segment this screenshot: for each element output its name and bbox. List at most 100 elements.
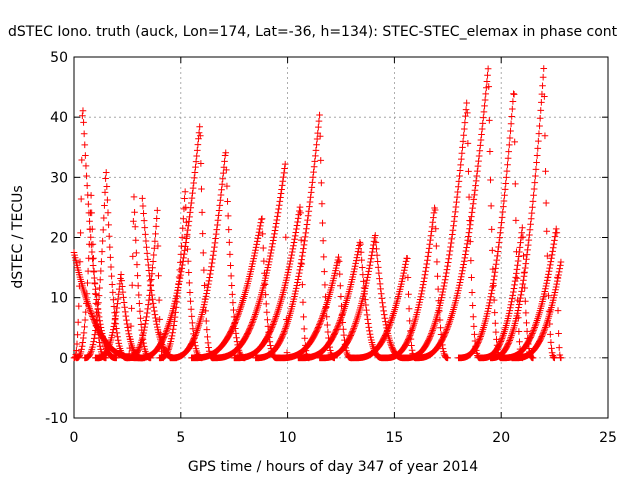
data-point <box>110 303 118 310</box>
data-point <box>96 276 104 284</box>
data-point <box>424 253 432 260</box>
data-point <box>515 301 523 308</box>
data-point <box>191 332 199 339</box>
data-point <box>541 325 549 333</box>
data-point <box>318 200 326 208</box>
data-point <box>274 213 281 220</box>
data-point <box>155 272 162 280</box>
data-point <box>230 306 237 314</box>
data-point <box>335 321 342 329</box>
data-point <box>280 173 287 181</box>
data-point <box>523 251 531 258</box>
data-point <box>528 209 536 217</box>
data-point <box>292 285 300 292</box>
data-point <box>365 324 373 331</box>
data-point <box>337 282 344 290</box>
data-point <box>148 270 156 278</box>
data-point <box>438 294 445 301</box>
data-point <box>487 202 495 210</box>
data-point <box>87 349 94 357</box>
data-point <box>208 259 216 267</box>
data-point <box>418 290 425 298</box>
data-point <box>420 278 428 285</box>
data-point <box>217 191 225 199</box>
data-point <box>456 281 463 289</box>
data-point <box>183 218 190 226</box>
data-point <box>152 314 159 322</box>
data-point <box>145 301 152 308</box>
data-point <box>463 240 471 248</box>
data-point <box>175 273 183 281</box>
data-point <box>320 253 328 261</box>
data-point <box>204 333 211 341</box>
data-point <box>73 340 81 348</box>
data-point <box>186 209 194 216</box>
data-point <box>520 252 527 260</box>
data-point <box>142 317 150 324</box>
data-point <box>506 134 514 142</box>
data-point <box>554 274 562 282</box>
data-point <box>430 209 438 217</box>
data-point <box>204 284 212 291</box>
data-point <box>318 179 325 187</box>
data-point <box>514 307 522 314</box>
data-point <box>192 330 200 338</box>
data-point <box>355 245 362 252</box>
data-point <box>467 217 475 225</box>
data-point <box>140 329 147 337</box>
data-point <box>294 215 302 222</box>
data-point <box>377 290 385 298</box>
data-point <box>379 303 387 311</box>
data-point <box>514 309 521 317</box>
data-point <box>492 328 500 336</box>
data-point <box>532 172 539 180</box>
data-point <box>460 257 468 265</box>
data-point <box>285 266 292 273</box>
data-point <box>89 341 97 348</box>
data-point <box>509 105 516 113</box>
data-point <box>539 82 546 90</box>
data-point <box>487 176 494 184</box>
data-point <box>224 198 231 205</box>
data-point <box>132 236 140 244</box>
data-point <box>523 319 530 327</box>
data-point <box>195 129 203 137</box>
data-point <box>296 266 304 274</box>
data-point <box>315 322 323 330</box>
data-point <box>202 317 210 325</box>
data-point <box>542 167 549 175</box>
data-point <box>467 257 475 264</box>
data-point <box>92 322 100 330</box>
x-tick-label: 15 <box>385 430 403 446</box>
data-point <box>135 345 143 353</box>
data-point <box>492 265 499 272</box>
data-point <box>428 330 435 337</box>
data-point <box>311 158 319 165</box>
data-point <box>252 244 260 251</box>
data-point <box>405 334 413 342</box>
x-tick-label: 25 <box>599 430 617 446</box>
data-point <box>234 313 241 320</box>
data-point <box>102 175 109 182</box>
data-point <box>88 248 96 256</box>
x-axis-label: GPS time / hours of day 347 of year 2014 <box>188 459 478 475</box>
data-point <box>423 260 431 268</box>
data-point <box>83 300 90 307</box>
data-point <box>324 321 331 329</box>
data-point <box>74 331 81 339</box>
data-point <box>272 314 279 322</box>
data-point <box>87 233 95 241</box>
data-point <box>142 231 149 238</box>
data-point <box>271 230 278 238</box>
data-point <box>212 230 220 238</box>
data-point <box>358 264 366 271</box>
data-point <box>287 254 295 262</box>
data-point <box>337 315 345 323</box>
data-point <box>110 323 118 330</box>
data-point <box>219 175 227 183</box>
data-point <box>548 254 555 262</box>
data-point <box>235 309 243 317</box>
data-point <box>168 332 176 340</box>
data-point <box>278 334 286 341</box>
data-point <box>501 186 509 193</box>
